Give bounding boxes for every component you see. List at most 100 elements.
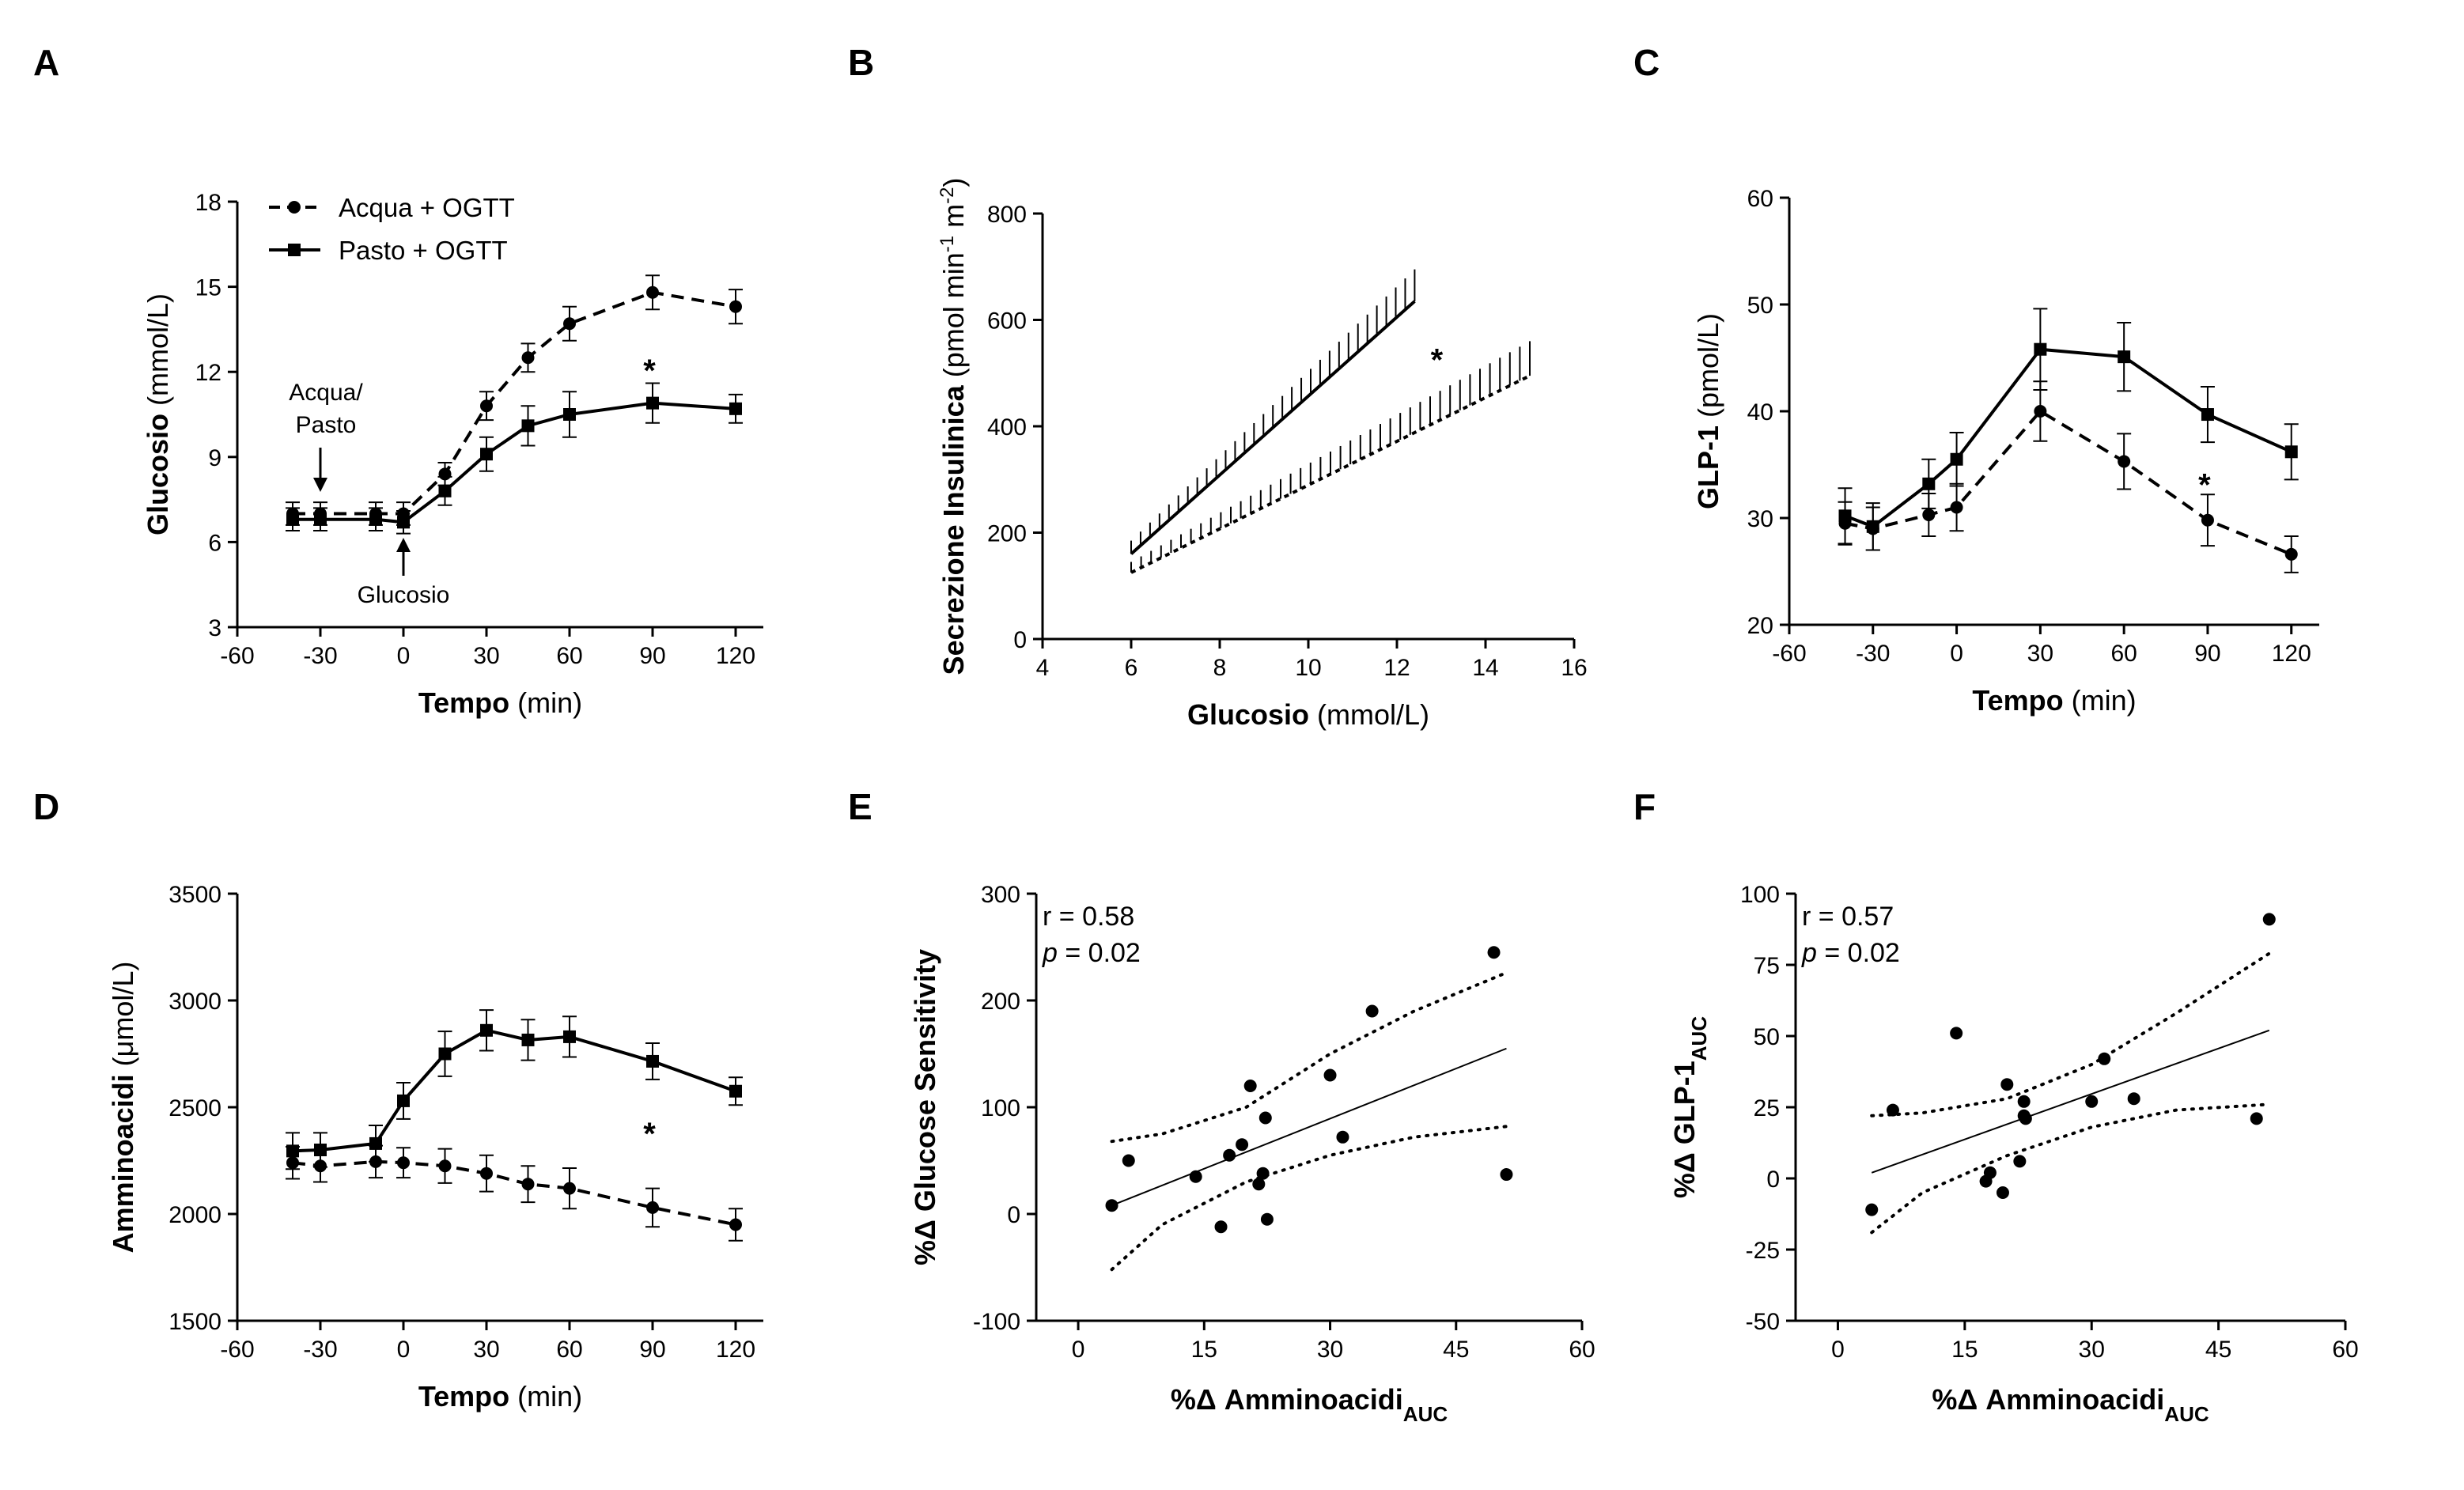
stat-p-symbol: p [1042, 938, 1058, 968]
scatter-point [2127, 1092, 2140, 1106]
y-axis-title: Amminoacidi (μmol/L) [107, 962, 139, 1254]
y-tick-label: 12 [195, 360, 221, 386]
x-tick-label: 60 [2332, 1337, 2358, 1363]
y-tick-label: 3000 [168, 989, 221, 1015]
data-point-circle [521, 351, 535, 365]
y-tick-label: 2500 [168, 1095, 221, 1121]
scatter-point [1996, 1186, 2009, 1199]
panel-e-glucose-sensitivity-scatter: 0 15 30 45 60 -100 0 100 200 300 %Δ AmminoacidiAUC… [909, 882, 1595, 1426]
x-tick-label: -60 [220, 643, 254, 669]
annotation-acqua-pasto-line2: Pasto [296, 412, 357, 438]
data-point-circle [563, 1182, 576, 1195]
scatter-point [1214, 1220, 1228, 1234]
x-axis-title-unit: (min) [509, 686, 582, 719]
y-tick-label: 200 [987, 521, 1027, 547]
confidence-band-upper [1870, 951, 2271, 1118]
stat-r-value: r = 0.58 [1043, 902, 1134, 932]
panel-letter-f: F [1633, 786, 1656, 827]
panel-letter-d: D [33, 786, 59, 827]
confidence-band-upper [1110, 970, 1508, 1144]
y-tick-label: 600 [987, 308, 1027, 335]
y-tick-label: 40 [1747, 399, 1773, 425]
scatter-point [1365, 1004, 1379, 1018]
x-tick-label: 30 [2027, 641, 2053, 667]
x-tick-label: 60 [556, 1337, 582, 1363]
x-tick-label: 15 [1951, 1337, 1978, 1363]
arrow-meal-head [313, 478, 327, 492]
y-tick-label: 50 [1754, 1024, 1780, 1050]
scatter-point [1983, 1166, 1997, 1179]
panel-a-glucose-chart: -60 -30 0 30 60 90 120 3 6 9 12 15 18 Tempo (min) Gluc… [142, 190, 763, 719]
x-axis-title-main: %Δ Amminoacidi [1171, 1383, 1403, 1416]
data-point-square [2034, 342, 2047, 356]
x-tick-label: -30 [303, 1337, 337, 1363]
series-solid [286, 382, 743, 535]
data-point-circle [1922, 508, 1936, 521]
y-tick-label: 100 [981, 1095, 1020, 1121]
significance-star: * [643, 354, 656, 388]
scatter-point [1258, 1111, 1272, 1125]
y-tick-label: 60 [1747, 186, 1773, 212]
data-point-square [1838, 509, 1852, 523]
data-point-circle [2201, 513, 2214, 527]
x-tick-label: 90 [2194, 641, 2220, 667]
x-axis-title-unit: (mmol/L) [1309, 698, 1429, 731]
x-axis-title-bold: Glucosio [1187, 698, 1309, 731]
y-tick-label: 200 [981, 989, 1020, 1015]
scatter-point [2000, 1078, 2014, 1091]
data-point-square [646, 396, 659, 410]
stat-p-symbol: p [1801, 938, 1817, 968]
stat-p-number: = 0.02 [1817, 938, 1900, 968]
confidence-band-lower [1870, 1102, 2271, 1235]
data-point-circle [438, 1159, 452, 1173]
annotation-acqua-pasto-line1: Acqua/ [289, 380, 363, 406]
scatter-point [1243, 1080, 1257, 1092]
data-point-square [1950, 452, 1963, 466]
significance-star: * [1431, 342, 1444, 377]
x-tick-label: 0 [1831, 1337, 1845, 1363]
x-axis-title-unit: (min) [509, 1380, 582, 1412]
y-tick-label: 800 [987, 202, 1027, 228]
y-axis-title-unit: (pmol min [937, 252, 970, 385]
scatter-point [1950, 1027, 1963, 1040]
x-tick-label: 6 [1125, 655, 1138, 681]
series-line [293, 401, 736, 524]
data-point-circle [397, 1156, 410, 1170]
series-solid [286, 1009, 743, 1170]
x-tick-label: 45 [2205, 1337, 2231, 1363]
y-axis-title-unit: (pmol/L) [1692, 313, 1724, 425]
data-point-square [369, 1136, 382, 1150]
data-point-square [2201, 408, 2214, 422]
x-axis-title: Glucosio (mmol/L) [1187, 698, 1429, 731]
data-point-square [480, 1023, 493, 1037]
x-tick-label: 60 [2110, 641, 2137, 667]
x-axis-title: %Δ AmminoacidiAUC [1932, 1383, 2209, 1426]
x-tick-label: 30 [1317, 1337, 1343, 1363]
y-axis-title-sup1: -1 [937, 236, 958, 252]
x-tick-label: 60 [556, 643, 582, 669]
data-point-square [397, 516, 410, 529]
data-point-square [563, 408, 576, 421]
y-tick-label: 1500 [168, 1309, 221, 1335]
y-axis-title-bold: Amminoacidi [107, 1074, 139, 1253]
y-tick-label: 6 [208, 530, 221, 556]
stat-p-number: = 0.02 [1058, 938, 1141, 968]
y-tick-label: 20 [1747, 613, 1773, 639]
scatter-point [1500, 1168, 1513, 1182]
data-point-circle [480, 1167, 493, 1180]
data-point-square [729, 402, 742, 415]
y-axis-title: Secrezione Insulinica (pmol min-1 m-2) [937, 178, 971, 675]
y-axis-title-unit: (mmol/L) [142, 293, 174, 414]
scatter-point [1252, 1178, 1266, 1191]
y-axis-title: %Δ Glucose Sensitivity [909, 949, 941, 1265]
x-axis-title-subscript: AUC [2164, 1402, 2209, 1426]
scatter-point [2262, 913, 2276, 926]
x-tick-label: 30 [473, 1337, 499, 1363]
panel-letter-e: E [848, 786, 872, 827]
x-tick-label: 15 [1191, 1337, 1217, 1363]
y-axis-title-main: %Δ Glucose Sensitivity [909, 949, 941, 1265]
x-tick-label: 0 [397, 1337, 411, 1363]
scatter-point [1105, 1199, 1118, 1212]
series-line [1844, 347, 2292, 529]
